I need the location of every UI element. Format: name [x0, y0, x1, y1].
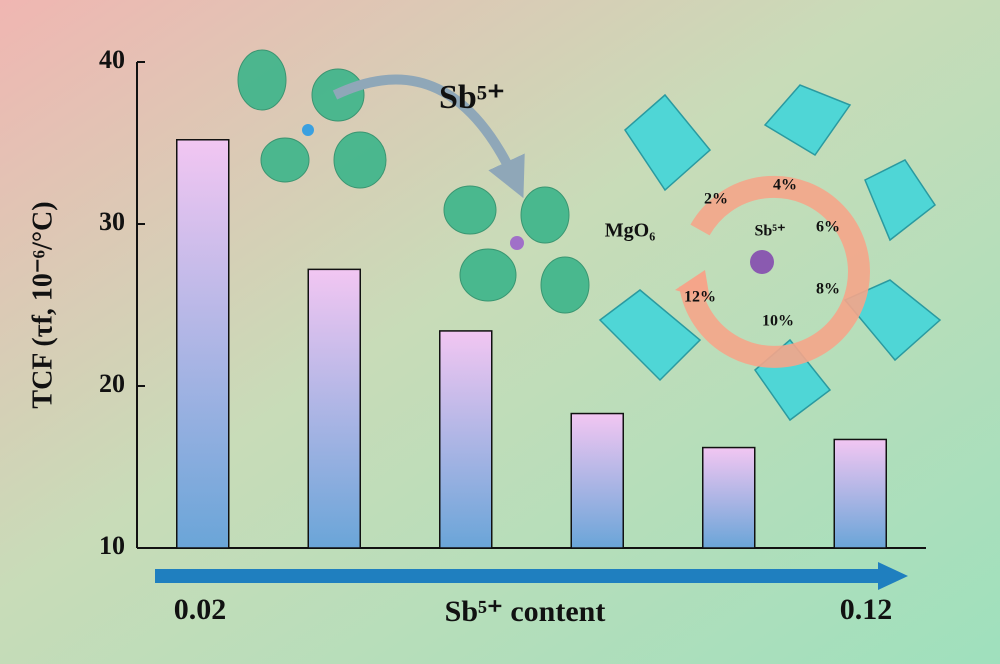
illustration	[237, 49, 942, 422]
polyhedron-label: MgO₆	[605, 220, 655, 242]
bar	[833, 438, 887, 549]
y-tick-label: 20	[99, 369, 125, 398]
cycle-label: 6%	[816, 219, 840, 236]
y-axis-label: TCF (τf, 10⁻⁶/°C)	[27, 201, 58, 408]
cycle-label: 10%	[762, 313, 794, 330]
ion-label: Sb⁵⁺	[439, 79, 505, 116]
cycle-label: 4%	[773, 177, 797, 194]
cycle-label: 8%	[816, 281, 840, 298]
arrow-end-label: 0.12	[840, 593, 893, 626]
y-tick-label: 10	[99, 531, 125, 560]
bar	[439, 330, 493, 549]
bar	[702, 446, 756, 549]
x-axis-label: Sb⁵⁺ content	[445, 595, 606, 628]
content-arrow-head	[878, 562, 908, 590]
cycle-label: 12%	[684, 289, 716, 306]
cycle-label: 2%	[704, 191, 728, 208]
bar	[570, 412, 624, 549]
arrow-start-label: 0.02	[174, 593, 227, 626]
y-tick-label: 40	[99, 45, 125, 74]
center-ion-label: Sb⁵⁺	[754, 223, 785, 240]
bar	[176, 139, 230, 549]
bar	[307, 268, 361, 549]
y-tick-label: 30	[99, 207, 125, 236]
